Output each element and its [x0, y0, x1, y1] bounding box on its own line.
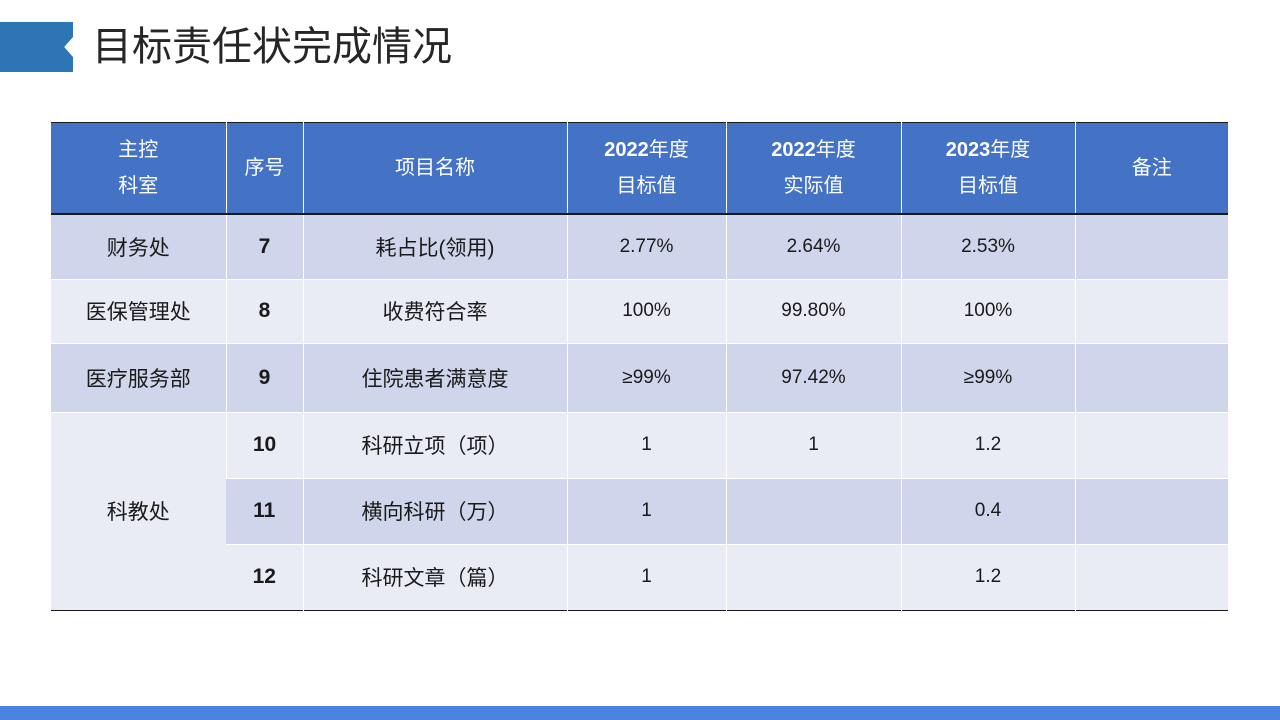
- column-header-seq: 序号: [225, 122, 303, 215]
- cell-dept: 医保管理处: [51, 278, 226, 343]
- cell-note: [1074, 543, 1228, 610]
- cell-item: 科研文章（篇）: [302, 543, 567, 610]
- column-header-dept: 主控 科室: [51, 122, 226, 215]
- cell-note: [1074, 278, 1228, 343]
- cell-seq: 12: [226, 543, 303, 610]
- cell-target-2022: 1: [566, 411, 726, 478]
- cell-actual-2022: 2.64%: [725, 213, 901, 279]
- table-row: 科教处 10 科研立项（项） 1 1 1.2: [51, 411, 1228, 610]
- cell-item: 横向科研（万）: [302, 477, 567, 544]
- cell-seq: 11: [226, 477, 303, 544]
- column-header-note: 备注: [1074, 122, 1228, 215]
- column-header-actual-2022: 2022年度 实际值: [725, 122, 901, 215]
- title-marker-icon: [0, 22, 73, 72]
- cell-actual-2022: [725, 543, 901, 610]
- cell-actual-2022: [725, 477, 901, 544]
- cell-target-2022: 1: [566, 477, 726, 544]
- cell-target-2022: 100%: [566, 278, 726, 343]
- cell-target-2022: 2.77%: [566, 213, 726, 279]
- table-header-row: 主控 科室 序号 项目名称 2022年度 目标值 2022年度 实际值 2023…: [51, 122, 1228, 215]
- cell-seq: 7: [225, 213, 303, 279]
- cell-item: 科研立项（项）: [302, 411, 567, 478]
- cell-target-2023: ≥99%: [900, 342, 1075, 412]
- table-row: 医疗服务部 9 住院患者满意度 ≥99% 97.42% ≥99%: [51, 342, 1228, 412]
- cell-seq: 10: [225, 411, 303, 478]
- cell-target-2023: 1.2: [900, 411, 1075, 478]
- cell-item: 住院患者满意度: [302, 342, 567, 412]
- cell-dept: 财务处: [51, 213, 226, 279]
- cell-target-2023: 2.53%: [900, 213, 1075, 279]
- table-row: 财务处 7 耗占比(领用) 2.77% 2.64% 2.53%: [51, 213, 1228, 279]
- cell-target-2023: 100%: [900, 278, 1075, 343]
- cell-item: 耗占比(领用): [302, 213, 567, 279]
- cell-note: [1074, 342, 1228, 412]
- cell-actual-2022: 97.42%: [725, 342, 901, 412]
- cell-actual-2022-highlighted: 99.80%: [725, 278, 901, 343]
- cell-dept: 医疗服务部: [51, 342, 226, 412]
- page-title: 目标责任状完成情况: [92, 24, 452, 70]
- target-table: 主控 科室 序号 项目名称 2022年度 目标值 2022年度 实际值 2023…: [51, 122, 1228, 611]
- cell-target-2022: 1: [566, 543, 726, 610]
- cell-actual-2022: 1: [725, 411, 901, 478]
- cell-target-2022: ≥99%: [566, 342, 726, 412]
- cell-note: [1074, 477, 1228, 544]
- footer-bar: [0, 706, 1280, 720]
- cell-note: [1074, 213, 1228, 279]
- table-row: 12 科研文章（篇） 1 1.2: [51, 543, 1228, 610]
- column-header-target-2023: 2023年度 目标值: [900, 122, 1075, 215]
- table-row: 医保管理处 8 收费符合率 100% 99.80% 100%: [51, 278, 1228, 343]
- table-row: 11 横向科研（万） 1 0.4: [51, 477, 1228, 544]
- cell-item: 收费符合率: [302, 278, 567, 343]
- cell-target-2023: 1.2: [900, 543, 1075, 610]
- column-header-target-2022: 2022年度 目标值: [566, 122, 726, 215]
- cell-seq: 8: [225, 278, 303, 343]
- cell-note: [1074, 411, 1228, 478]
- cell-dept-merged: 科教处: [51, 411, 226, 610]
- cell-target-2023: 0.4: [900, 477, 1075, 544]
- column-header-item: 项目名称: [302, 122, 567, 215]
- cell-seq: 9: [225, 342, 303, 412]
